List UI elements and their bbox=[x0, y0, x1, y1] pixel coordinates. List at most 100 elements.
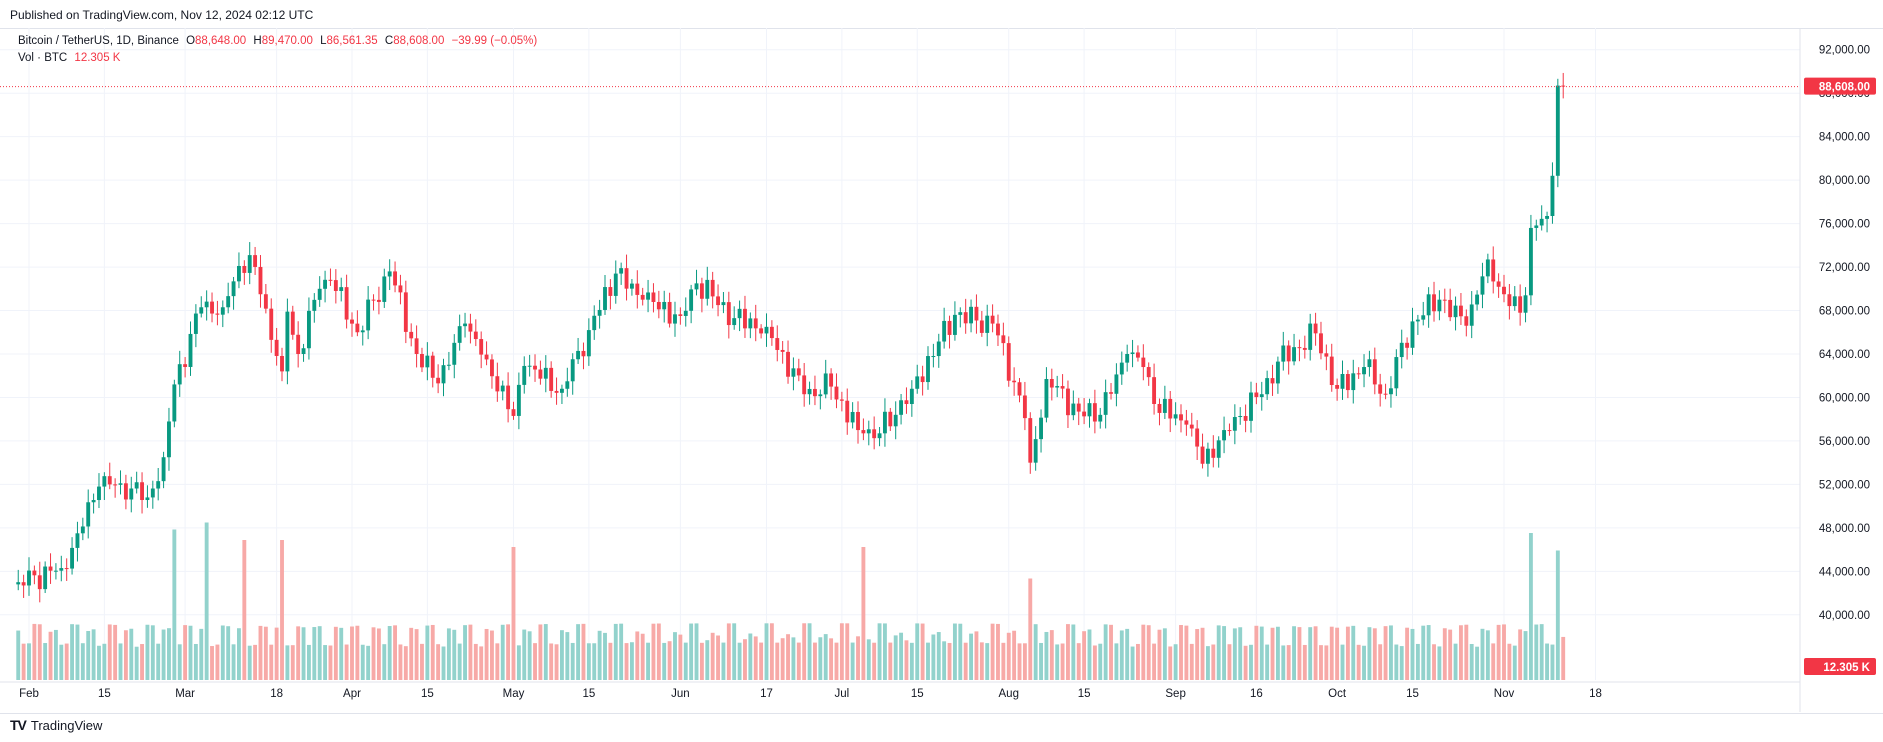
volume-bar bbox=[1114, 643, 1119, 680]
y-tick-label: 92,000.00 bbox=[1819, 45, 1870, 57]
volume-bar bbox=[1017, 643, 1022, 680]
volume-bar bbox=[1270, 627, 1275, 680]
volume-bar bbox=[699, 642, 704, 680]
candle-body bbox=[1426, 294, 1431, 316]
volume-bar bbox=[37, 624, 42, 680]
candle-body bbox=[538, 369, 543, 379]
candle-body bbox=[969, 306, 973, 324]
x-tick-label: 15 bbox=[421, 688, 434, 700]
candle-body bbox=[603, 287, 607, 310]
candle-body bbox=[1362, 367, 1366, 375]
candle-body bbox=[1448, 299, 1453, 318]
candle-body bbox=[753, 318, 758, 329]
tradingview-brand[interactable]: TV TradingView bbox=[10, 717, 102, 733]
candle-body bbox=[721, 302, 726, 306]
volume-bar bbox=[662, 642, 667, 680]
volume-bar bbox=[253, 644, 258, 680]
volume-bar bbox=[140, 644, 144, 680]
candle-body bbox=[699, 283, 704, 299]
candle-body bbox=[167, 421, 171, 458]
candle-body bbox=[1367, 359, 1372, 368]
x-tick-label: Sep bbox=[1165, 688, 1185, 700]
candle-body bbox=[1480, 276, 1485, 295]
candle-body bbox=[242, 265, 247, 273]
candle-body bbox=[1195, 428, 1200, 447]
volume-bar bbox=[1458, 625, 1463, 680]
candle-body bbox=[1071, 403, 1076, 416]
volume-label: Vol · BTC bbox=[18, 52, 68, 64]
x-tick-label: Mar bbox=[175, 688, 195, 700]
volume-bar bbox=[1184, 625, 1189, 680]
volume-bar bbox=[414, 629, 419, 680]
candle-body bbox=[737, 308, 742, 319]
candle-body bbox=[1545, 215, 1550, 219]
candle-body bbox=[468, 323, 473, 332]
candle-body bbox=[952, 314, 957, 335]
volume-bar bbox=[1141, 624, 1146, 680]
candle-body bbox=[613, 273, 618, 296]
volume-bar bbox=[1485, 630, 1490, 680]
volume-bar bbox=[70, 624, 75, 680]
volume-bar bbox=[899, 632, 904, 680]
candle-body bbox=[479, 339, 484, 355]
candle-body bbox=[177, 364, 182, 385]
candle-body bbox=[1469, 304, 1474, 326]
candle-body bbox=[1394, 357, 1399, 389]
tradingview-logo-icon: TV bbox=[10, 717, 27, 733]
volume-bar bbox=[21, 643, 26, 680]
volume-bar bbox=[936, 632, 941, 680]
volume-bar bbox=[1302, 644, 1307, 680]
volume-bar bbox=[409, 627, 414, 680]
volume-bar bbox=[1518, 629, 1523, 680]
volume-bar bbox=[1265, 644, 1270, 680]
volume-bar bbox=[1313, 626, 1318, 680]
candle-body bbox=[1125, 354, 1130, 363]
candle-body bbox=[936, 341, 941, 357]
candle-body bbox=[53, 570, 58, 572]
candle-body bbox=[145, 497, 150, 501]
candle-body bbox=[414, 338, 419, 354]
candle-body bbox=[996, 323, 1000, 336]
y-tick-label: 76,000.00 bbox=[1819, 219, 1870, 231]
volume-bar bbox=[1200, 627, 1205, 680]
volume-bar bbox=[1561, 636, 1566, 680]
x-tick-label: May bbox=[503, 688, 525, 700]
volume-bar bbox=[1415, 643, 1420, 680]
candle-body bbox=[107, 476, 112, 485]
volume-bar bbox=[1136, 643, 1140, 680]
volume-bar bbox=[1399, 646, 1404, 680]
candle-body bbox=[220, 307, 225, 315]
candle-body bbox=[1475, 294, 1480, 305]
volume-bar bbox=[172, 529, 177, 680]
volume-bar bbox=[656, 623, 661, 680]
candle-body bbox=[140, 482, 144, 501]
y-tick-label: 52,000.00 bbox=[1819, 479, 1870, 491]
volume-bar bbox=[1162, 628, 1167, 680]
last-price-tag bbox=[1804, 77, 1876, 95]
volume-bars bbox=[16, 522, 1566, 680]
candle-body bbox=[1044, 378, 1049, 418]
volume-bar bbox=[360, 644, 365, 680]
volume-bar bbox=[915, 623, 920, 680]
candle-body bbox=[554, 390, 559, 393]
volume-bar bbox=[1098, 643, 1103, 680]
candle-body bbox=[1049, 378, 1054, 388]
volume-bar bbox=[1146, 625, 1151, 680]
volume-bar bbox=[420, 643, 424, 680]
volume-bar bbox=[183, 625, 188, 680]
candle-body bbox=[48, 566, 53, 571]
candle-body bbox=[457, 326, 462, 343]
volume-bar bbox=[1049, 630, 1054, 680]
volume-bar bbox=[522, 629, 527, 680]
candle-body bbox=[1340, 374, 1345, 389]
volume-bar bbox=[667, 641, 672, 680]
volume-bar bbox=[974, 631, 979, 680]
volume-bar bbox=[549, 643, 554, 680]
candle-body bbox=[899, 400, 904, 415]
volume-bar bbox=[1119, 630, 1124, 680]
candle-body bbox=[263, 294, 268, 309]
candle-body bbox=[813, 388, 817, 397]
volume-bar bbox=[1329, 626, 1334, 680]
volume-bar bbox=[129, 628, 134, 680]
